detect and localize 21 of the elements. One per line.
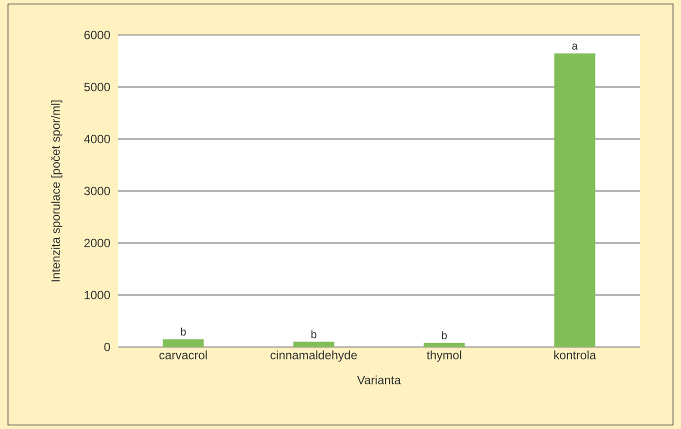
y-tick-label: 3000 — [84, 186, 110, 196]
x-tick-label: thymol — [426, 350, 462, 362]
x-axis-title: Varianta — [357, 376, 401, 384]
bar — [162, 339, 204, 347]
annotation: b — [180, 328, 186, 336]
annotation: b — [311, 330, 316, 338]
y-tick-label: 1000 — [84, 290, 110, 300]
x-tick-label: cinnamaldehyde — [270, 350, 357, 362]
y-axis-title: Intenzita sporulace [počet spor/ml] — [51, 100, 62, 282]
y-tick-label: 6000 — [84, 30, 110, 40]
y-tick-label: 4000 — [84, 134, 110, 144]
y-tick-label: 5000 — [84, 82, 110, 92]
y-tick-label: 2000 — [84, 238, 110, 248]
annotation: a — [572, 44, 578, 50]
annotation: b — [442, 331, 447, 340]
x-tick-label: carvacrol — [159, 350, 207, 360]
bar — [424, 342, 465, 347]
y-tick-label: 0 — [104, 342, 110, 352]
bar — [293, 342, 334, 347]
bar — [554, 53, 596, 347]
x-tick-label: kontrola — [554, 350, 596, 360]
